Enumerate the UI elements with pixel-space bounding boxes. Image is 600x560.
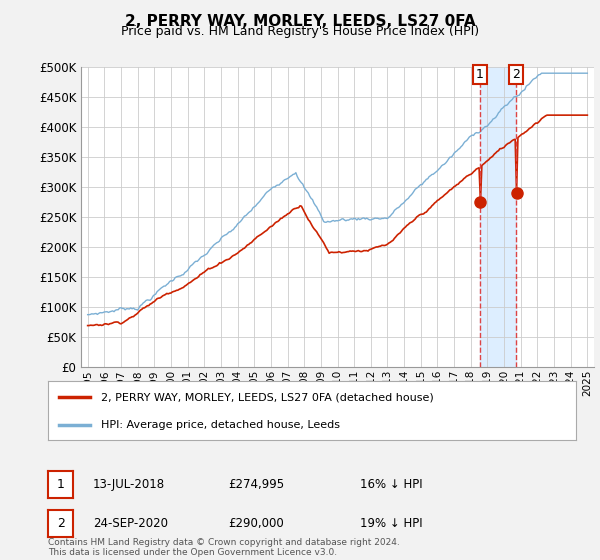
Text: Contains HM Land Registry data © Crown copyright and database right 2024.
This d: Contains HM Land Registry data © Crown c… [48,538,400,557]
Text: 24-SEP-2020: 24-SEP-2020 [93,517,168,530]
Text: £290,000: £290,000 [228,517,284,530]
Text: HPI: Average price, detached house, Leeds: HPI: Average price, detached house, Leed… [101,420,340,430]
Text: 16% ↓ HPI: 16% ↓ HPI [360,478,422,491]
Text: 2: 2 [56,517,65,530]
Text: Price paid vs. HM Land Registry's House Price Index (HPI): Price paid vs. HM Land Registry's House … [121,25,479,38]
Text: £274,995: £274,995 [228,478,284,491]
Text: 1: 1 [476,68,484,81]
Text: 1: 1 [56,478,65,491]
Text: 2: 2 [512,68,520,81]
Text: 2, PERRY WAY, MORLEY, LEEDS, LS27 0FA: 2, PERRY WAY, MORLEY, LEEDS, LS27 0FA [125,14,475,29]
Text: 19% ↓ HPI: 19% ↓ HPI [360,517,422,530]
Bar [480,67,516,367]
Text: 13-JUL-2018: 13-JUL-2018 [93,478,165,491]
Text: 2, PERRY WAY, MORLEY, LEEDS, LS27 0FA (detached house): 2, PERRY WAY, MORLEY, LEEDS, LS27 0FA (d… [101,392,434,402]
